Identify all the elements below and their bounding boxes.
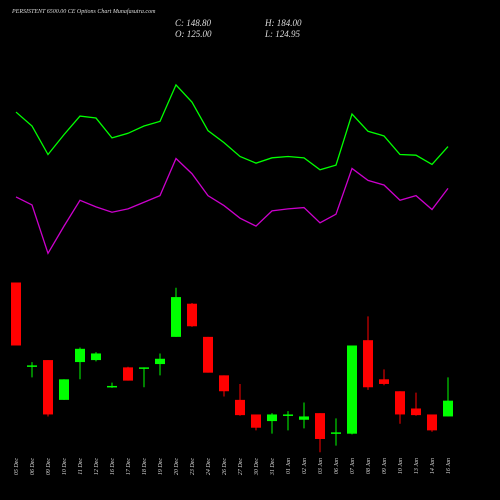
x-tick-label: 20 Dec	[174, 458, 180, 475]
chart-title: PERSISTENT 6500.00 CE Options Chart Muna…	[11, 8, 156, 15]
candle-body	[315, 413, 325, 439]
indicator-line	[15, 83, 449, 171]
candle-body	[411, 408, 421, 416]
candle-body	[123, 367, 133, 381]
candle-body	[155, 358, 165, 365]
x-tick-label: 06 Dec	[30, 458, 36, 475]
candle-body	[443, 400, 453, 417]
candle-body	[299, 416, 309, 420]
stat-close: C: 148.80	[175, 18, 212, 28]
x-tick-label: 11 Dec	[78, 458, 84, 475]
x-tick-label: 16 Dec	[110, 458, 116, 475]
candle-body	[251, 414, 261, 428]
x-tick-label: 23 Dec	[190, 458, 196, 475]
x-tick-label: 07 Jan	[350, 458, 356, 474]
candle-body	[235, 399, 245, 416]
candle-body	[59, 379, 69, 400]
candle-body	[331, 432, 341, 434]
candle-body	[187, 303, 197, 327]
x-tick-label: 09 Jan	[382, 458, 388, 474]
x-tick-label: 10 Dec	[62, 458, 68, 475]
x-tick-label: 05 Dec	[14, 458, 20, 475]
x-tick-label: 26 Dec	[222, 458, 228, 475]
x-tick-label: 10 Jan	[398, 458, 404, 474]
candle-body	[363, 340, 373, 388]
x-tick-label: 24 Dec	[205, 458, 212, 475]
x-tick-label: 16 Jan	[446, 458, 452, 474]
candle-body	[75, 348, 85, 363]
candle-body	[267, 414, 277, 422]
candle-body	[395, 391, 405, 415]
candle-body	[203, 336, 213, 373]
stat-low: L: 124.95	[264, 29, 301, 39]
x-tick-label: 27 Dec	[238, 458, 244, 475]
x-tick-label: 30 Dec	[254, 458, 260, 476]
x-tick-label: 17 Dec	[126, 458, 132, 475]
candle-body	[379, 379, 389, 384]
stat-high: H: 184.00	[264, 18, 302, 28]
candle-body	[139, 367, 149, 369]
candle-body	[347, 345, 357, 434]
x-tick-label: 13 Jan	[414, 458, 420, 474]
candle-body	[43, 360, 53, 415]
stat-open: O: 125.00	[175, 29, 212, 39]
candle-body	[27, 365, 37, 367]
x-tick-label: 03 Jan	[318, 458, 324, 474]
x-tick-label: 14 Jan	[429, 458, 436, 474]
x-tick-label: 18 Dec	[142, 458, 148, 475]
x-tick-label: 08 Jan	[366, 458, 372, 474]
candle-body	[219, 375, 229, 392]
x-tick-label: 12 Dec	[94, 458, 100, 475]
x-tick-label: 01 Jan	[286, 458, 292, 474]
candle-body	[107, 385, 117, 388]
candle-body	[283, 414, 293, 416]
candle-body	[11, 282, 21, 346]
x-tick-label: 06 Jan	[334, 458, 340, 474]
x-tick-label: 19 Dec	[158, 458, 164, 475]
x-tick-label: 31 Dec	[270, 458, 276, 476]
candle-body	[171, 297, 181, 337]
x-tick-label: 02 Jan	[302, 458, 308, 474]
x-tick-label: 09 Dec	[46, 458, 52, 475]
candle-body	[427, 414, 437, 431]
candle-body	[91, 353, 101, 361]
indicator-line	[15, 157, 449, 255]
